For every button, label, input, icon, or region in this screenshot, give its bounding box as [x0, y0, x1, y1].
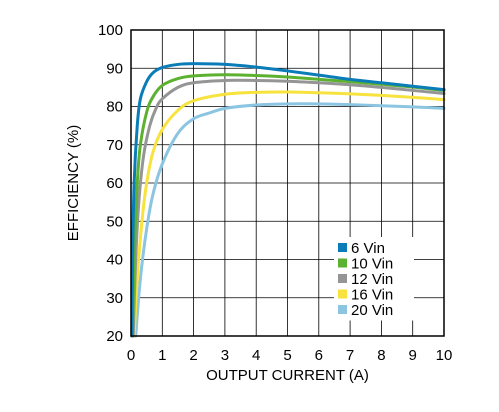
legend-swatch-16-vin: [338, 289, 347, 299]
y-tick-label: 20: [106, 328, 123, 345]
y-tick-label: 60: [106, 175, 123, 192]
y-axis-label: EFFICIENCY (%): [65, 125, 82, 241]
legend-label-20-vin: 20 Vin: [351, 302, 393, 319]
legend-background: [334, 237, 414, 321]
y-tick-labels: 20 30 40 50 60 70 80 90 100: [98, 22, 123, 345]
plot-frame: [130, 29, 445, 337]
x-tick-label: 6: [315, 347, 323, 364]
y-tick-label: 40: [106, 252, 123, 269]
series-lines: [130, 62, 446, 338]
x-tick-label: 2: [189, 347, 197, 364]
legend-swatch-20-vin: [338, 305, 347, 314]
x-tick-label: 10: [436, 347, 453, 364]
legend-label-12-vin: 12 Vin: [351, 271, 393, 288]
legend-label-10-vin: 10 Vin: [351, 256, 393, 273]
x-tick-label: 3: [221, 347, 229, 364]
legend-label-6-vin: 6 Vin: [351, 240, 385, 257]
x-tick-label: 5: [283, 347, 291, 364]
x-axis-label: OUTPUT CURRENT (A): [206, 367, 369, 384]
series-line-12-vin: [131, 78, 446, 338]
x-tick-label: 0: [127, 347, 135, 364]
series-line-16-vin: [132, 90, 446, 338]
y-tick-label: 80: [106, 99, 123, 116]
x-tick-label: 7: [346, 347, 354, 364]
series-line-10-vin: [131, 73, 446, 338]
y-tick-label: 90: [106, 60, 123, 77]
y-tick-label: 30: [106, 290, 123, 307]
x-tick-label: 8: [377, 347, 385, 364]
x-tick-label: 9: [409, 347, 417, 364]
grid: [131, 30, 444, 336]
y-tick-label: 70: [106, 137, 123, 154]
x-tick-label: 1: [158, 347, 166, 364]
legend-swatch-6-vin: [338, 243, 347, 252]
series-line-6-vin: [130, 62, 446, 338]
legend-swatch-10-vin: [338, 258, 347, 268]
legend-label-16-vin: 16 Vin: [351, 287, 393, 304]
y-tick-label: 50: [106, 213, 123, 230]
legend-swatch-12-vin: [338, 274, 347, 283]
y-tick-label: 100: [98, 22, 123, 39]
x-tick-label: 4: [252, 347, 260, 364]
series-line-20-vin: [134, 102, 446, 338]
x-tick-labels: 0 1 2 3 4 5 6 7 8 9 10: [127, 347, 453, 364]
